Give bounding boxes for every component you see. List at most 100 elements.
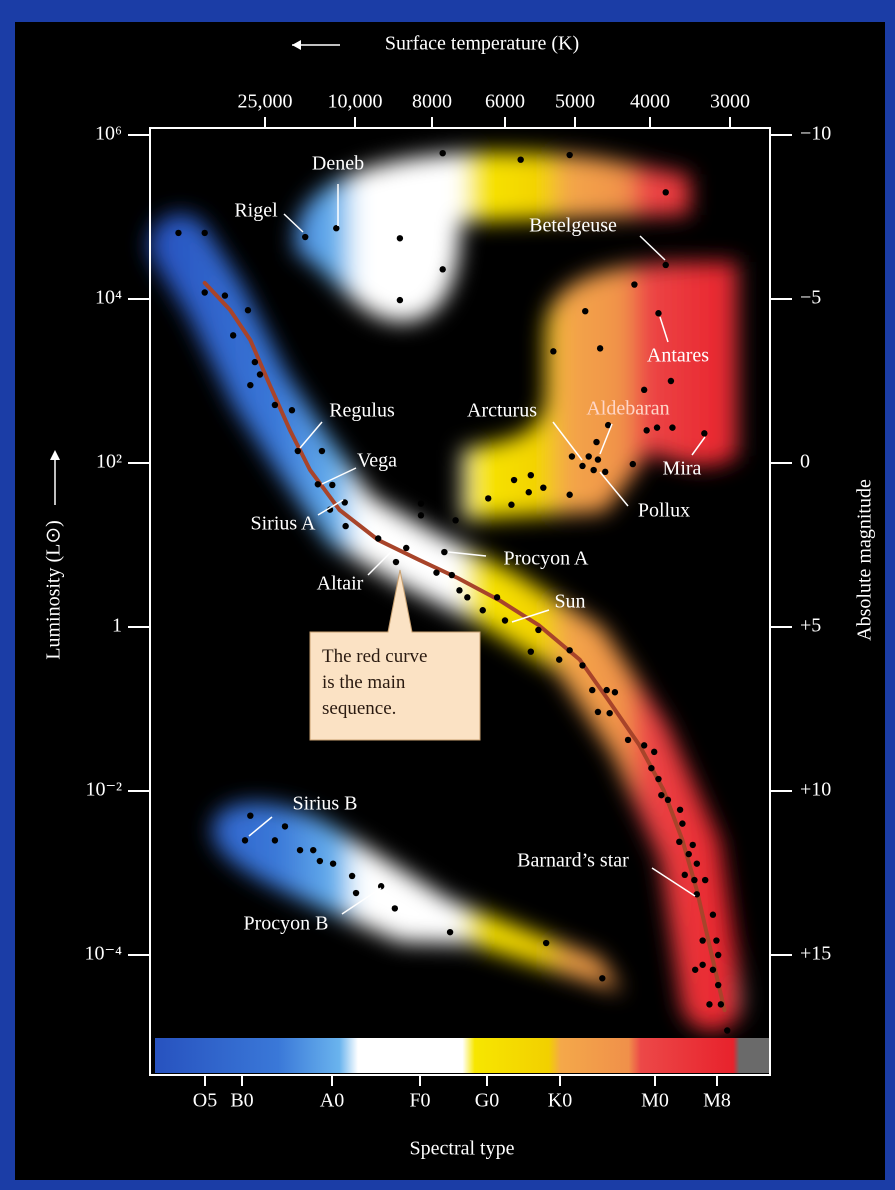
star-point xyxy=(682,872,688,878)
y2-axis-title: Absolute magnitude xyxy=(854,479,876,641)
spectral-label: F0 xyxy=(409,1090,430,1112)
star-point xyxy=(566,152,572,158)
y2-tick-label: −5 xyxy=(800,287,821,309)
star-point xyxy=(631,281,637,287)
spectral-label: K0 xyxy=(548,1090,572,1112)
star-point xyxy=(330,860,336,866)
y2-tick-label: +10 xyxy=(800,779,831,801)
star-point xyxy=(295,448,301,454)
star-point xyxy=(449,572,455,578)
chart: 25,00010,0008000600050004000300010⁶10⁴10… xyxy=(0,0,895,1190)
star-point xyxy=(329,482,335,488)
star-point xyxy=(582,308,588,314)
star-point xyxy=(289,407,295,413)
star-point xyxy=(439,266,445,272)
star-point xyxy=(252,359,258,365)
star-point xyxy=(586,453,592,459)
star-point xyxy=(706,1001,712,1007)
star-point xyxy=(713,937,719,943)
star-point xyxy=(175,230,181,236)
star-point xyxy=(655,310,661,316)
star-label: Vega xyxy=(357,450,397,472)
y-tick-label: 1 xyxy=(112,615,122,637)
star-point xyxy=(403,545,409,551)
star-point xyxy=(418,500,424,506)
star-point xyxy=(579,463,585,469)
star-point xyxy=(433,569,439,575)
star-label: Betelgeuse xyxy=(529,215,617,237)
star-point xyxy=(349,873,355,879)
star-point xyxy=(699,937,705,943)
x-tick-label: 3000 xyxy=(710,91,750,113)
star-point xyxy=(625,737,631,743)
spectral-color-bar xyxy=(155,1038,770,1073)
star-point xyxy=(694,860,700,866)
star-point xyxy=(247,812,253,818)
x-axis-title: Surface temperature (K) xyxy=(385,33,579,55)
star-point xyxy=(702,877,708,883)
x-tick-label: 25,000 xyxy=(238,91,293,113)
star-point xyxy=(540,484,546,490)
star-label: Procyon A xyxy=(504,548,590,570)
star-point xyxy=(699,962,705,968)
star-point xyxy=(319,448,325,454)
star-point xyxy=(397,235,403,241)
x-tick-label: 8000 xyxy=(412,91,452,113)
star-point xyxy=(315,481,321,487)
star-point xyxy=(245,307,251,313)
star-point xyxy=(202,289,208,295)
star-point xyxy=(566,492,572,498)
spectral-label: M0 xyxy=(641,1090,669,1112)
y-tick-label: 10⁶ xyxy=(95,123,122,145)
star-point xyxy=(710,967,716,973)
star-point xyxy=(643,427,649,433)
star-point xyxy=(677,807,683,813)
star-point xyxy=(710,912,716,918)
star-label: Altair xyxy=(317,573,364,595)
y2-tick-label: −10 xyxy=(800,123,831,145)
star-point xyxy=(663,262,669,268)
spectral-label: G0 xyxy=(475,1090,499,1112)
star-point xyxy=(593,439,599,445)
star-point xyxy=(508,502,514,508)
star-point xyxy=(590,467,596,473)
x-tick-label: 6000 xyxy=(485,91,525,113)
star-point xyxy=(603,687,609,693)
star-point xyxy=(692,967,698,973)
x-tick-label: 5000 xyxy=(555,91,595,113)
star-point xyxy=(494,594,500,600)
star-point xyxy=(550,348,556,354)
star-point xyxy=(427,476,433,482)
star-point xyxy=(441,549,447,555)
star-point xyxy=(353,890,359,896)
star-point xyxy=(222,292,228,298)
star-point xyxy=(715,982,721,988)
y-axis-title: Luminosity (L⊙) xyxy=(43,520,65,660)
star-point xyxy=(272,837,278,843)
x-tick-label: 10,000 xyxy=(328,91,383,113)
spectral-label: M8 xyxy=(703,1090,731,1112)
star-point xyxy=(528,472,534,478)
spectral-label: B0 xyxy=(230,1090,253,1112)
star-point xyxy=(528,648,534,654)
y2-tick-label: +15 xyxy=(800,943,831,965)
star-point xyxy=(724,1027,730,1033)
star-point xyxy=(655,776,661,782)
star-label: Barnard’s star xyxy=(517,850,629,872)
star-point xyxy=(665,797,671,803)
star-point xyxy=(447,929,453,935)
star-point xyxy=(242,837,248,843)
star-point xyxy=(602,469,608,475)
y-tick-label: 10⁻⁴ xyxy=(84,943,122,965)
star-point xyxy=(663,189,669,195)
star-point xyxy=(464,594,470,600)
star-point xyxy=(517,156,523,162)
star-label: Sirius B xyxy=(292,793,357,815)
star-point xyxy=(566,647,572,653)
star-point xyxy=(485,495,491,501)
star-point xyxy=(595,456,601,462)
y-tick-label: 10⁴ xyxy=(95,287,122,309)
star-label: Sun xyxy=(554,591,585,613)
star-point xyxy=(691,877,697,883)
star-point xyxy=(342,523,348,529)
